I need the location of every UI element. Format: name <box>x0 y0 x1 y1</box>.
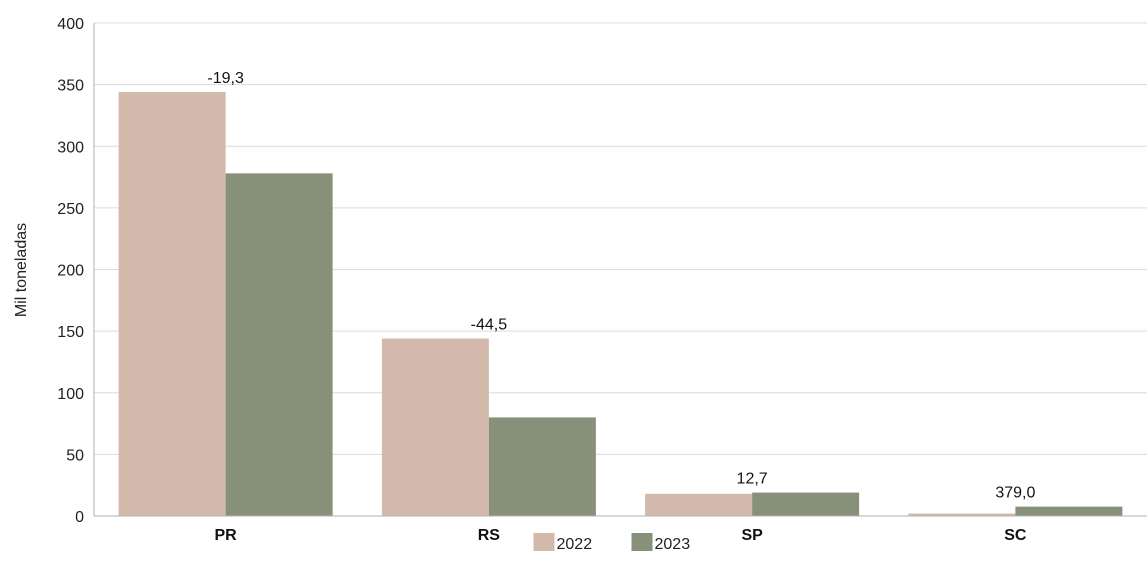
legend-swatch <box>533 533 555 551</box>
bar-2023-PR <box>225 173 333 517</box>
bar-2022-SC <box>908 513 1016 516</box>
x-tick-labels: PR RS SP SC <box>215 527 1027 544</box>
data-labels: -19,3 -44,5 12,7 379,0 <box>207 70 1035 502</box>
x-tick-label: PR <box>215 527 238 544</box>
y-tick-label: 400 <box>57 16 84 33</box>
y-tick-label: 300 <box>57 139 84 156</box>
bar-2022-PR <box>118 92 226 517</box>
y-tick-label: 200 <box>57 263 84 280</box>
bar-2023-RS <box>488 417 596 516</box>
bar-2022-SP <box>645 493 753 516</box>
y-tick-label: 150 <box>57 324 84 341</box>
data-label: -44,5 <box>471 317 508 334</box>
y-tick-label: 100 <box>57 386 84 403</box>
x-tick-label: SP <box>741 527 763 544</box>
legend-swatch <box>631 533 653 551</box>
legend-label: 2022 <box>557 536 593 553</box>
bars <box>118 92 1123 517</box>
data-label: -19,3 <box>207 70 244 87</box>
legend-label: 2023 <box>655 536 691 553</box>
x-tick-label: RS <box>478 527 501 544</box>
y-tick-label: 350 <box>57 78 84 95</box>
y-tick-labels: 0 50 100 150 200 250 300 350 400 <box>57 16 84 526</box>
bar-2023-SC <box>1015 506 1123 516</box>
bar-2023-SP <box>752 492 860 516</box>
data-label: 379,0 <box>995 485 1035 502</box>
legend: 2022 2023 <box>533 533 691 553</box>
axes <box>93 23 1147 517</box>
y-tick-label: 0 <box>75 509 84 526</box>
bar-2022-RS <box>381 338 489 516</box>
x-tick-label: SC <box>1004 527 1027 544</box>
y-tick-label: 250 <box>57 201 84 218</box>
data-label: 12,7 <box>737 471 768 488</box>
y-tick-label: 50 <box>66 447 84 464</box>
y-axis-title: Mil toneladas <box>13 223 30 317</box>
